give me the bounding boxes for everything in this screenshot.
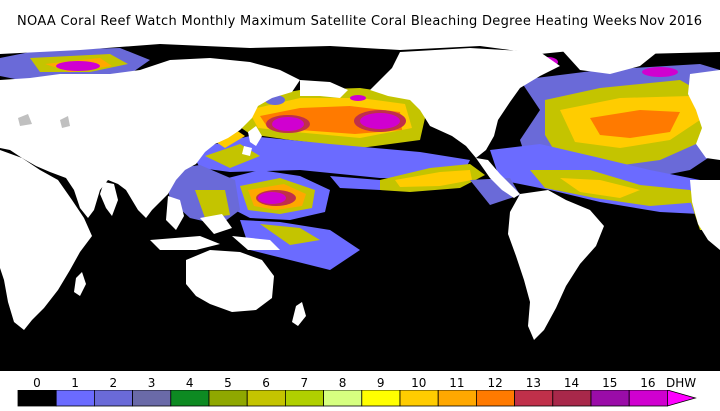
legend-arrow (667, 390, 697, 407)
legend-swatch (132, 390, 172, 407)
legend-swatch (284, 390, 324, 407)
legend-swatch (590, 390, 630, 407)
legend-unit: DHW (666, 376, 697, 390)
heat-patch-philippine-sea (220, 170, 330, 220)
legend-tick-label: 4 (185, 376, 194, 390)
land-south-america (508, 190, 604, 340)
legend-swatch (437, 390, 477, 407)
legend-tick-label: 10 (411, 376, 427, 390)
land-eurasia (0, 58, 300, 218)
heat-patch-tropical-pacific (330, 164, 485, 192)
heat-patch-indian-ocean (165, 165, 240, 225)
legend-swatch (246, 390, 286, 407)
heat-patch-tropical-atlantic (490, 144, 720, 215)
legend-tick-label: 12 (487, 376, 503, 390)
legend-tick-label: 9 (376, 376, 385, 390)
land-australia (186, 250, 274, 312)
map-date: Nov 2016 (639, 14, 702, 29)
land-north-america (370, 48, 560, 158)
legend-tick-label: 1 (71, 376, 79, 390)
legend-swatch (17, 390, 57, 407)
legend-tick-label: 11 (449, 376, 465, 390)
land-west-africa (690, 180, 720, 250)
legend-swatch (552, 390, 592, 407)
legend-swatch (475, 390, 515, 407)
legend-tick-label: 0 (33, 376, 41, 390)
legend-tick-label: 2 (109, 376, 118, 390)
dhw-world-map (0, 40, 720, 371)
land (0, 40, 720, 371)
legend-swatch (170, 390, 210, 407)
legend-tick-label: 15 (602, 376, 618, 390)
legend-tick-label: 6 (262, 376, 270, 390)
map-title: NOAA Coral Reef Watch Monthly Maximum Sa… (17, 14, 637, 29)
legend-tick-label: 16 (640, 376, 656, 390)
lakes (18, 114, 70, 128)
legend-swatch (55, 390, 95, 407)
dhw-legend: 0 1 2 3 4 5 6 7 8 9 10 11 12 13 14 15 16 DHW (0, 372, 720, 411)
legend-tick-label: 8 (338, 376, 347, 390)
legend-tick-label: 5 (224, 376, 232, 390)
heat-patch-arctic-russia (0, 48, 150, 80)
legend-colorbar (17, 390, 697, 407)
land-africa (0, 150, 92, 330)
legend-swatch (323, 390, 363, 407)
legend-swatch (399, 390, 439, 407)
legend-swatch (628, 390, 668, 407)
legend-swatch (208, 390, 248, 407)
heat-patches (0, 48, 720, 270)
legend-tick-label: 7 (300, 376, 309, 390)
legend-swatch (94, 390, 134, 407)
legend-swatch (361, 390, 401, 407)
title-bar: NOAA Coral Reef Watch Monthly Maximum Sa… (0, 0, 720, 40)
legend-tick-label: 13 (525, 376, 541, 390)
legend-swatch (514, 390, 554, 407)
land-europe (688, 70, 720, 160)
legend-tick-label: 14 (563, 376, 580, 390)
legend-tick-label: 3 (147, 376, 156, 390)
